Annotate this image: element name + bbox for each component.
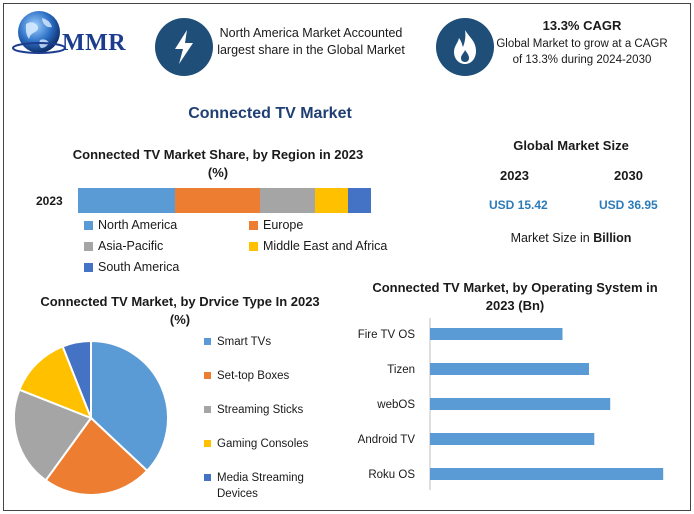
region-stacked-bar bbox=[78, 188, 371, 213]
legend-swatch bbox=[204, 440, 211, 447]
logo-text: MMR bbox=[62, 30, 127, 56]
region-segment-south-america bbox=[347, 188, 371, 213]
region-legend-item: Asia-Pacific bbox=[84, 239, 163, 253]
device-legend-item: Smart TVs bbox=[204, 334, 327, 350]
legend-swatch bbox=[249, 241, 258, 251]
legend-label: Smart TVs bbox=[217, 336, 272, 348]
legend-label: Middle East and Africa bbox=[263, 239, 388, 253]
legend-swatch bbox=[204, 406, 211, 413]
lightning-icon bbox=[175, 30, 193, 64]
legend-swatch bbox=[84, 262, 93, 272]
legend-label: Media Streaming Devices bbox=[217, 472, 304, 500]
value-2030: USD 36.95 bbox=[599, 198, 658, 212]
value-2023: USD 15.42 bbox=[489, 198, 548, 212]
infographic-frame bbox=[3, 3, 691, 511]
legend-label: Gaming Consoles bbox=[217, 438, 309, 450]
region-bar-year-label: 2023 bbox=[36, 194, 63, 208]
legend-swatch bbox=[249, 220, 258, 230]
region-legend-item: North America bbox=[84, 218, 177, 232]
cagr-text: Global Market to grow at a CAGR of 13.3%… bbox=[496, 38, 668, 66]
device-legend-item: Media Streaming Devices bbox=[204, 470, 327, 502]
year-2023-label: 2023 bbox=[500, 168, 529, 183]
device-chart-title: Connected TV Market, by Drvice Type In 2… bbox=[40, 294, 320, 327]
market-size-unit-note: Market Size in Billion bbox=[484, 231, 658, 245]
device-legend-item: Set-top Boxes bbox=[204, 368, 327, 384]
highlight-north-america: North America Market Accounted largest s… bbox=[217, 26, 405, 57]
legend-label: South America bbox=[98, 260, 180, 274]
flame-icon bbox=[454, 30, 476, 64]
legend-label: Europe bbox=[263, 218, 304, 232]
legend-swatch bbox=[84, 241, 93, 251]
legend-swatch bbox=[204, 338, 211, 345]
legend-swatch bbox=[84, 220, 93, 230]
region-legend-item: South America bbox=[84, 260, 179, 274]
unit-note-prefix: Market Size in bbox=[510, 231, 594, 245]
main-title: Connected TV Market bbox=[188, 105, 352, 122]
region-segment-europe bbox=[174, 188, 260, 213]
legend-label: Streaming Sticks bbox=[217, 404, 304, 416]
lightning-badge bbox=[155, 18, 213, 76]
legend-swatch bbox=[204, 474, 211, 481]
cagr-title: 13.3% CAGR bbox=[542, 18, 622, 33]
global-size-title: Global Market Size bbox=[513, 138, 629, 153]
device-legend-item: Gaming Consoles bbox=[204, 436, 327, 452]
year-2030-label: 2030 bbox=[614, 168, 643, 183]
region-chart-title: Connected TV Market Share, by Region in … bbox=[72, 147, 364, 180]
legend-swatch bbox=[204, 372, 211, 379]
region-segment-north-america bbox=[78, 188, 175, 213]
region-segment-asia-pacific bbox=[259, 188, 316, 213]
legend-label: Asia-Pacific bbox=[98, 239, 164, 253]
mmr-logo bbox=[12, 11, 66, 54]
unit-note-unit: Billion bbox=[593, 231, 632, 245]
legend-label: Set-top Boxes bbox=[217, 370, 290, 382]
legend-label: North America bbox=[98, 218, 178, 232]
flame-badge bbox=[436, 18, 494, 76]
os-chart-title: Connected TV Market, by Operating System… bbox=[372, 280, 658, 313]
device-legend-item: Streaming Sticks bbox=[204, 402, 327, 418]
region-legend-item: Middle East and Africa bbox=[249, 239, 387, 253]
region-segment-middle-east-and-africa bbox=[315, 188, 348, 213]
region-legend-item: Europe bbox=[249, 218, 303, 232]
